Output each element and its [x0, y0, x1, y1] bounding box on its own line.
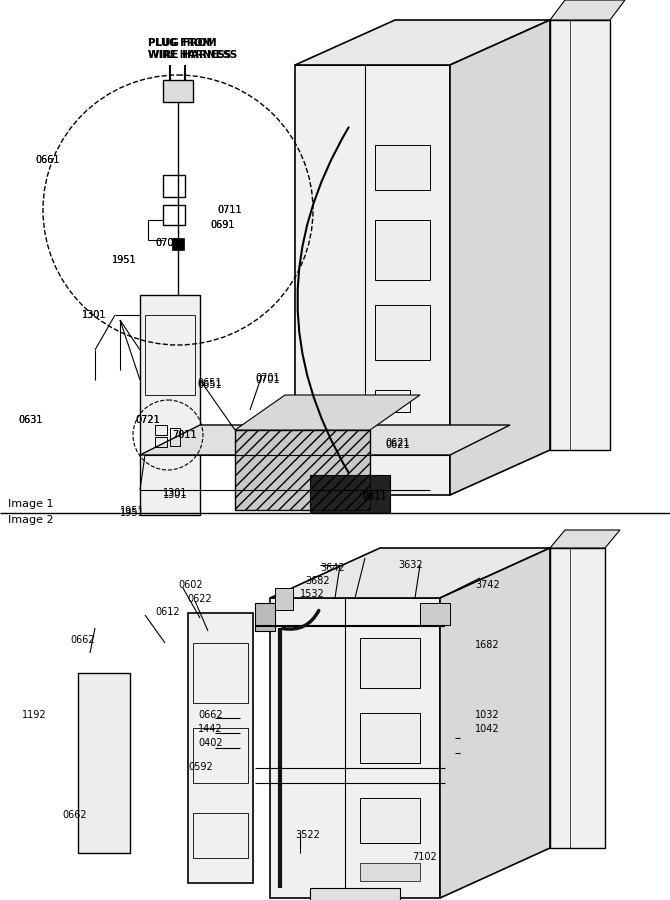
- Text: 1951: 1951: [120, 508, 145, 518]
- Text: 1032: 1032: [475, 710, 500, 720]
- Text: 0631: 0631: [18, 415, 42, 425]
- Text: 0701: 0701: [155, 238, 180, 248]
- Text: 3742: 3742: [475, 580, 500, 590]
- Polygon shape: [235, 430, 370, 510]
- Text: 0651: 0651: [197, 380, 222, 390]
- Bar: [375, 220, 430, 280]
- Text: 0701: 0701: [255, 373, 279, 383]
- Bar: [163, 175, 185, 197]
- Text: 0811: 0811: [362, 490, 387, 500]
- Text: 1301: 1301: [163, 488, 188, 498]
- Text: 0612: 0612: [155, 607, 180, 617]
- Text: 0651: 0651: [197, 378, 222, 388]
- Text: 1532: 1532: [300, 589, 325, 599]
- Polygon shape: [270, 548, 550, 598]
- Bar: [163, 205, 185, 225]
- Text: 0631: 0631: [18, 415, 42, 425]
- Text: Image 1: Image 1: [8, 499, 54, 509]
- Polygon shape: [78, 673, 130, 853]
- Bar: [360, 863, 420, 881]
- Text: 0402: 0402: [198, 738, 222, 748]
- Text: 0691: 0691: [210, 220, 234, 230]
- Text: 3682: 3682: [305, 576, 330, 586]
- Text: 7011: 7011: [172, 430, 196, 440]
- Text: 0592: 0592: [188, 762, 213, 772]
- Polygon shape: [270, 598, 440, 898]
- Text: 0661: 0661: [35, 155, 60, 165]
- Text: 0662: 0662: [70, 635, 94, 645]
- Text: 7011: 7011: [172, 430, 196, 440]
- Polygon shape: [140, 425, 510, 455]
- Text: 3522: 3522: [295, 830, 320, 840]
- Text: PLUG FROM
WIRE HARNESS: PLUG FROM WIRE HARNESS: [148, 38, 232, 59]
- Polygon shape: [550, 548, 605, 848]
- Bar: [310, 475, 390, 513]
- Polygon shape: [450, 20, 550, 495]
- Text: 1682: 1682: [475, 640, 500, 650]
- Bar: [193, 643, 248, 703]
- Text: 0701: 0701: [255, 375, 279, 385]
- Bar: [420, 603, 450, 625]
- Text: 0711: 0711: [217, 205, 242, 215]
- Bar: [310, 888, 400, 900]
- Text: 1192: 1192: [22, 710, 47, 720]
- Text: PLUG FROM
WIRE HARNESS: PLUG FROM WIRE HARNESS: [148, 38, 237, 59]
- Bar: [375, 390, 410, 412]
- Text: 3632: 3632: [398, 560, 423, 570]
- Text: 0691: 0691: [210, 220, 234, 230]
- Text: 1301: 1301: [82, 310, 107, 320]
- Polygon shape: [550, 0, 625, 20]
- Bar: [375, 145, 430, 190]
- Bar: [193, 728, 248, 783]
- Bar: [155, 437, 167, 447]
- Text: 0721: 0721: [135, 415, 159, 425]
- Bar: [155, 425, 167, 435]
- Text: 0621: 0621: [385, 440, 409, 450]
- Bar: [255, 603, 275, 631]
- Text: 0602: 0602: [178, 580, 202, 590]
- Text: 1951: 1951: [112, 255, 137, 265]
- Text: 1951: 1951: [112, 255, 137, 265]
- Bar: [170, 428, 180, 446]
- Bar: [360, 798, 420, 843]
- Text: 1951: 1951: [120, 506, 145, 516]
- Polygon shape: [440, 548, 550, 898]
- Polygon shape: [140, 295, 200, 515]
- Polygon shape: [235, 395, 420, 430]
- Polygon shape: [188, 613, 253, 883]
- Polygon shape: [295, 20, 550, 65]
- Text: 1442: 1442: [198, 724, 222, 734]
- Text: 7102: 7102: [412, 852, 437, 862]
- Text: 0661: 0661: [35, 155, 60, 165]
- Text: 0701: 0701: [155, 238, 180, 248]
- Polygon shape: [550, 530, 620, 548]
- Text: Image 2: Image 2: [8, 515, 54, 525]
- Bar: [360, 713, 420, 763]
- Bar: [275, 588, 293, 610]
- Text: 0711: 0711: [217, 205, 242, 215]
- Polygon shape: [295, 65, 450, 495]
- Text: 1042: 1042: [475, 724, 500, 734]
- Text: 0721: 0721: [135, 415, 159, 425]
- Bar: [163, 80, 193, 102]
- Text: 0811: 0811: [362, 492, 387, 502]
- Text: 1301: 1301: [163, 490, 188, 500]
- Text: 1301: 1301: [82, 310, 107, 320]
- Text: 0662: 0662: [62, 810, 86, 820]
- Polygon shape: [550, 20, 610, 450]
- Text: 0622: 0622: [187, 594, 212, 604]
- Text: 0662: 0662: [198, 710, 222, 720]
- Bar: [193, 813, 248, 858]
- Bar: [360, 638, 420, 688]
- Text: 0621: 0621: [385, 438, 409, 448]
- Text: 3642: 3642: [320, 563, 344, 573]
- Bar: [172, 238, 184, 250]
- Bar: [145, 315, 195, 395]
- Bar: [375, 305, 430, 360]
